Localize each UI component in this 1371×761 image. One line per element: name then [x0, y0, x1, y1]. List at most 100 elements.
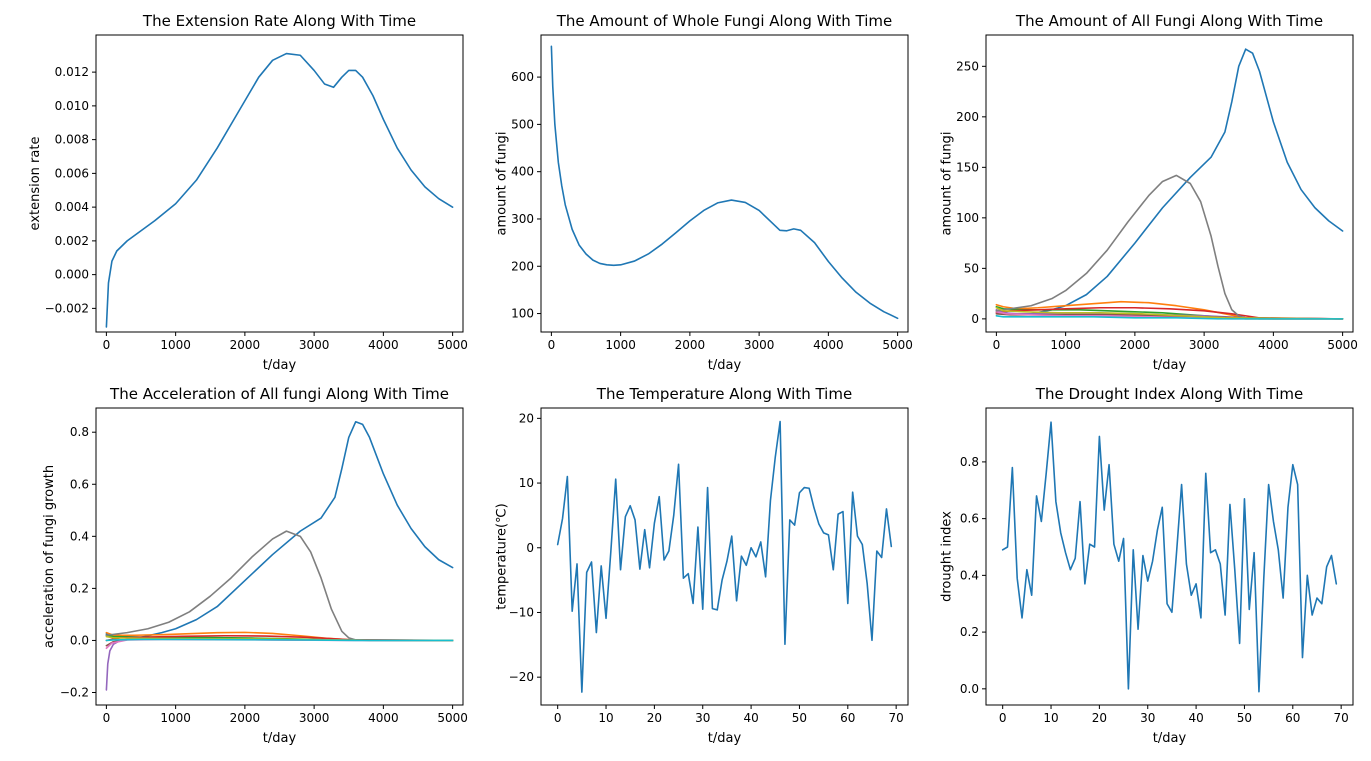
series-line-1 [105, 52, 454, 328]
x-axis-label: t/day [263, 358, 297, 373]
y-tick-label: 0.2 [960, 625, 979, 639]
x-tick-label: 70 [1334, 711, 1349, 725]
y-tick-label: 0.6 [70, 477, 89, 491]
y-tick-label: 0 [971, 312, 979, 326]
y-tick-label: 0.8 [70, 425, 89, 439]
subplot-4: 0 1000 2000 3000 4000 5000 −0.2 0.0 0.2 0.4 0.6 0.8… [42, 385, 468, 746]
x-tick-label: 3000 [299, 711, 330, 725]
x-tick-label: 5000 [882, 338, 913, 352]
y-tick-label: 0.010 [55, 99, 89, 113]
subplot-2: 0 1000 2000 3000 4000 5000 100 200 300 400 500 600 T… [494, 12, 912, 373]
plot-frame [95, 407, 464, 706]
x-tick-label: 5000 [437, 338, 468, 352]
subplot-5: 0 10 20 30 40 50 60 70 −20 −10 0 10 20 The Temperatur… [494, 385, 909, 746]
series-line-1 [1001, 421, 1338, 693]
x-tick-label: 1000 [1050, 338, 1081, 352]
x-tick-label: 3000 [299, 338, 330, 352]
series-line-8 [995, 174, 1344, 320]
subplot-1: 0 1000 2000 3000 4000 5000 −0.002 0.000 0.002 0.0… [28, 12, 468, 373]
y-tick-label: −0.2 [60, 686, 89, 700]
x-tick-label: 2000 [1120, 338, 1151, 352]
y-tick-label: 0.8 [960, 455, 979, 469]
x-tick-label: 0 [554, 711, 562, 725]
x-tick-label: 0 [103, 711, 111, 725]
y-tick-label: 0.012 [55, 65, 89, 79]
x-axis-label: t/day [1153, 731, 1187, 746]
x-tick-label: 2000 [230, 338, 261, 352]
x-tick-label: 30 [1140, 711, 1155, 725]
x-tick-label: 10 [1043, 711, 1058, 725]
x-tick-label: 4000 [368, 338, 399, 352]
x-axis-label: t/day [263, 731, 297, 746]
x-tick-label: 1000 [605, 338, 636, 352]
chart-title: The Temperature Along With Time [596, 385, 852, 403]
y-tick-label: 0.2 [70, 581, 89, 595]
series-line-1 [556, 420, 893, 693]
x-tick-label: 20 [1092, 711, 1107, 725]
x-tick-label: 40 [743, 711, 758, 725]
x-tick-label: 10 [598, 711, 613, 725]
series-line-1 [550, 45, 899, 320]
y-tick-label: 0.008 [55, 133, 89, 147]
plot-frame [540, 34, 909, 333]
chart-title: The Drought Index Along With Time [1035, 385, 1303, 403]
y-axis-label: drought index [939, 511, 954, 602]
x-tick-label: 5000 [1327, 338, 1358, 352]
x-tick-label: 2000 [675, 338, 706, 352]
chart-title: The Acceleration of All fungi Along With… [109, 385, 449, 403]
y-tick-label: −20 [509, 670, 534, 684]
x-tick-label: 50 [1237, 711, 1252, 725]
y-tick-label: 0 [526, 541, 534, 555]
series-line-9 [995, 306, 1344, 320]
chart-title: The Amount of All Fungi Along With Time [1015, 12, 1323, 30]
y-tick-label: 250 [956, 59, 979, 73]
x-tick-label: 0 [548, 338, 556, 352]
plot-frame [540, 407, 909, 706]
y-tick-label: 500 [511, 117, 534, 131]
x-tick-label: 60 [840, 711, 855, 725]
y-axis-label: amount of fungi [939, 132, 954, 236]
y-tick-label: 10 [519, 476, 534, 490]
y-tick-label: 150 [956, 160, 979, 174]
y-tick-label: 200 [511, 259, 534, 273]
y-tick-label: 100 [956, 211, 979, 225]
y-axis-label: extension rate [28, 137, 43, 231]
y-tick-label: 0.004 [55, 200, 89, 214]
y-tick-label: 300 [511, 212, 534, 226]
x-tick-label: 3000 [1189, 338, 1220, 352]
chart-title: The Amount of Whole Fungi Along With Tim… [556, 12, 893, 30]
series-line-4 [995, 306, 1344, 320]
series-line-5 [105, 638, 454, 691]
y-tick-label: 0.000 [55, 268, 89, 282]
subplot-3: 0 1000 2000 3000 4000 5000 0 50 100 150 200 250 The … [939, 12, 1357, 373]
y-tick-label: 0.0 [70, 633, 89, 647]
x-tick-label: 1000 [160, 711, 191, 725]
x-tick-label: 50 [792, 711, 807, 725]
x-tick-label: 0 [103, 338, 111, 352]
y-axis-label: temperature(℃) [494, 503, 509, 609]
x-axis-label: t/day [708, 358, 742, 373]
subplot-6: 0 10 20 30 40 50 60 70 0.0 0.2 0.4 0.6 0.8 The Drough… [939, 385, 1354, 746]
y-tick-label: 0.0 [960, 682, 979, 696]
x-axis-label: t/day [708, 731, 742, 746]
y-tick-label: −10 [509, 605, 534, 619]
x-tick-label: 1000 [160, 338, 191, 352]
y-tick-label: 200 [956, 110, 979, 124]
series-line-8 [105, 530, 454, 642]
y-tick-label: 0.6 [960, 512, 979, 526]
x-tick-label: 2000 [230, 711, 261, 725]
x-tick-label: 4000 [813, 338, 844, 352]
y-tick-label: 400 [511, 165, 534, 179]
y-tick-label: 0.006 [55, 166, 89, 180]
series-line-1 [995, 48, 1344, 315]
y-tick-label: 0.002 [55, 234, 89, 248]
x-tick-label: 70 [889, 711, 904, 725]
plot-frame [985, 34, 1354, 333]
x-tick-label: 20 [647, 711, 662, 725]
y-axis-label: amount of fungi [494, 132, 509, 236]
x-tick-label: 4000 [368, 711, 399, 725]
y-tick-label: 0.4 [70, 529, 89, 543]
x-tick-label: 0 [999, 711, 1007, 725]
plot-frame [985, 407, 1354, 706]
